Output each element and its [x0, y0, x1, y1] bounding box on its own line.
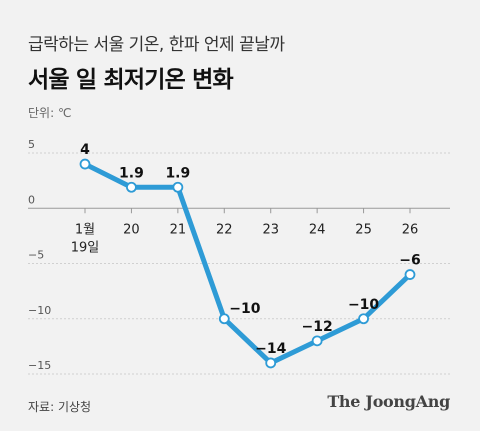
y-tick-label: −10: [28, 304, 51, 317]
data-point: [404, 269, 416, 280]
data-label: −14: [255, 341, 286, 357]
x-tick-label: 25: [355, 222, 372, 237]
data-point: [265, 357, 277, 369]
x-tick-label: 26: [402, 222, 419, 237]
x-tick-label: 1월 19일: [71, 222, 100, 255]
series-line: [82, 161, 413, 366]
chart-title: 서울 일 최저기온 변화: [28, 67, 234, 93]
data-point: [126, 181, 137, 193]
data-label: −12: [302, 319, 333, 335]
data-label: −10: [229, 301, 260, 317]
data-label: −6: [399, 253, 420, 269]
data-point: [172, 181, 184, 193]
data-point: [218, 313, 230, 325]
chart-subtitle: 급락하는 서울 기온, 한파 언제 끝날까: [28, 35, 285, 55]
brand-logo: The JoongAng: [327, 392, 450, 411]
data-label: 1.9: [119, 165, 144, 181]
data-point: [311, 335, 323, 347]
source-label: 자료: 기상청: [28, 400, 92, 414]
y-tick-label: −5: [28, 249, 44, 262]
y-tick-label: 5: [28, 138, 35, 151]
data-label: −10: [348, 297, 379, 313]
x-tick-label: 22: [216, 222, 233, 237]
data-point: [358, 313, 369, 325]
data-label: 1.9: [165, 165, 190, 181]
unit-label: 단위: ℃: [28, 106, 72, 120]
x-tick-label: 21: [170, 222, 187, 237]
x-tick-label: 23: [262, 222, 279, 237]
x-tick-label: 20: [123, 222, 140, 237]
x-tick-label: 24: [309, 222, 326, 237]
y-tick-label: −15: [28, 359, 51, 372]
data-point: [79, 158, 91, 170]
y-tick-label: 0: [28, 193, 35, 206]
data-label: 4: [80, 142, 90, 158]
